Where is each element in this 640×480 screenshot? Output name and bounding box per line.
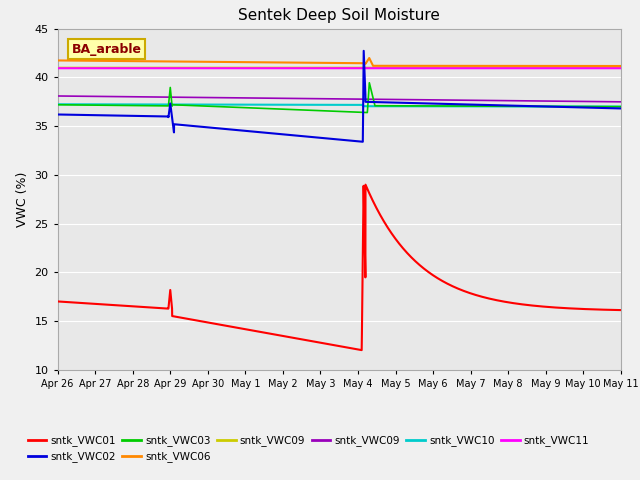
Legend: sntk_VWC01, sntk_VWC02, sntk_VWC03, sntk_VWC06, sntk_VWC09, sntk_VWC09, sntk_VWC: sntk_VWC01, sntk_VWC02, sntk_VWC03, sntk… — [24, 431, 593, 467]
Title: Sentek Deep Soil Moisture: Sentek Deep Soil Moisture — [238, 9, 440, 24]
Y-axis label: VWC (%): VWC (%) — [16, 171, 29, 227]
Text: BA_arable: BA_arable — [72, 43, 141, 56]
